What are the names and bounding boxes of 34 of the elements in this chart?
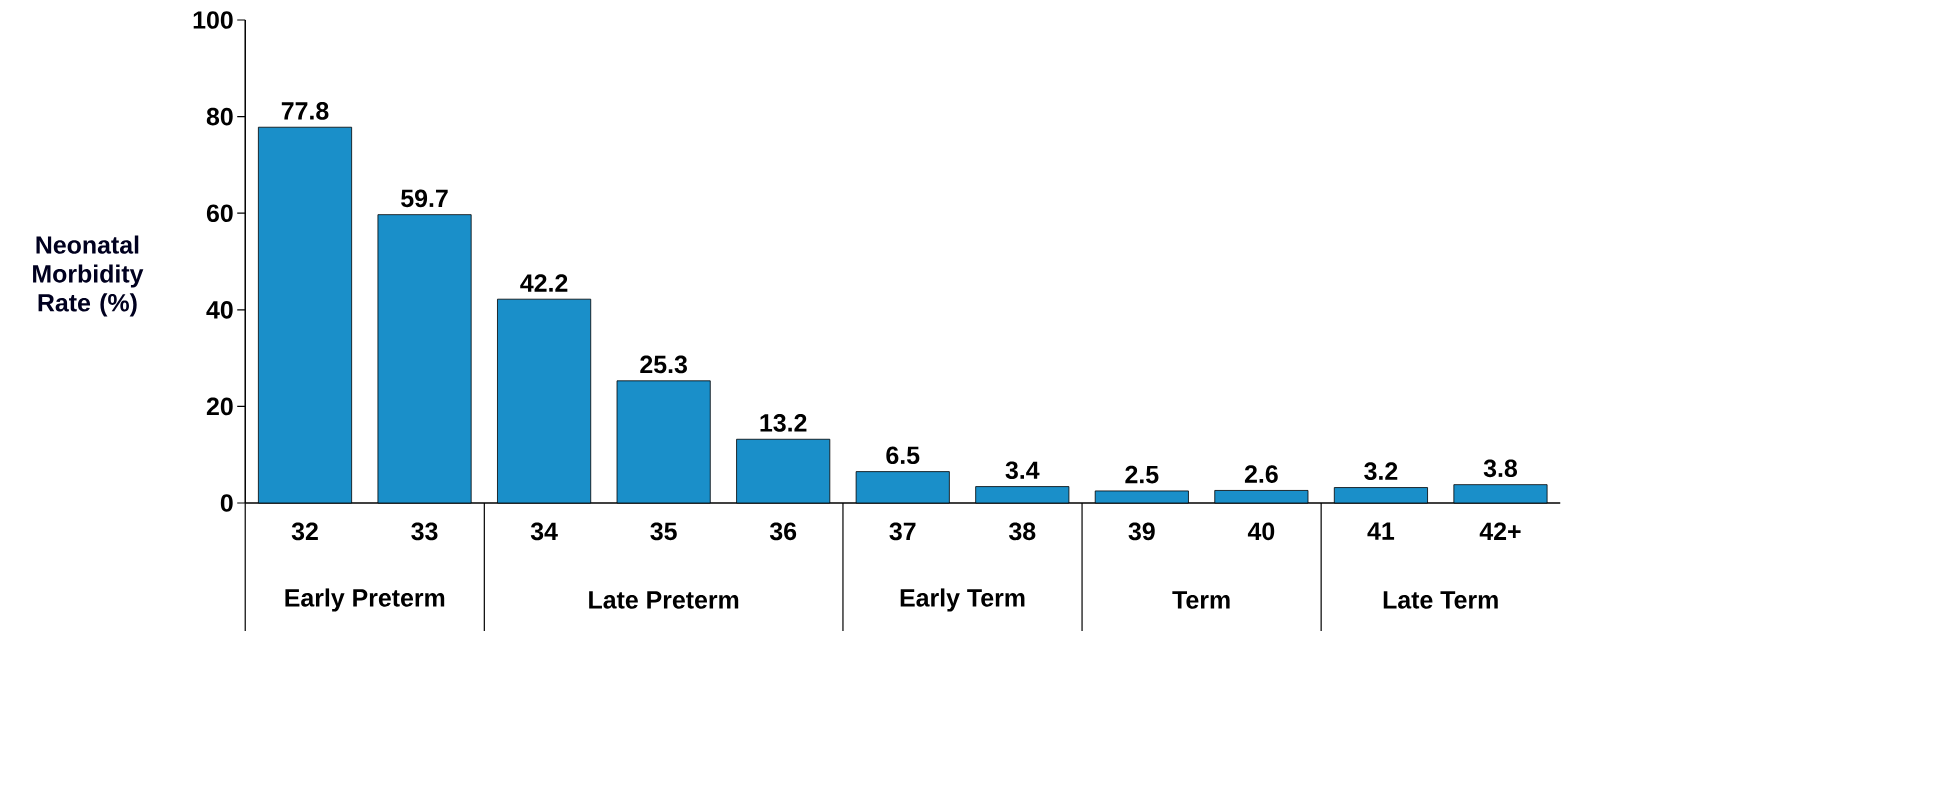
y-tick-label: 60 <box>206 204 233 223</box>
data-label: 3.8 <box>1483 459 1518 478</box>
text: Early Term <box>900 588 1025 612</box>
x-tick-label: 37 <box>889 522 916 541</box>
x-tick-label: 32 <box>291 522 318 541</box>
data-label: 2.5 <box>1125 465 1159 484</box>
data-label: 3.4 <box>1005 461 1040 480</box>
y-tick-label: 20 <box>206 397 233 416</box>
data-label: 25.3 <box>640 355 687 374</box>
x-tick-label: 33 <box>411 522 438 541</box>
x-tick-label: 41 <box>1367 522 1395 540</box>
data-label: 59.7 <box>401 189 448 208</box>
text: Early Preterm <box>285 588 445 612</box>
x-tick-label: 42+ <box>1479 522 1521 540</box>
y-tick-label: 0 <box>220 494 233 512</box>
x-tick-label: 39 <box>1128 522 1155 541</box>
x-tick-label: 40 <box>1247 522 1275 541</box>
y-tick-label: 40 <box>206 300 233 319</box>
data-label: 3.2 <box>1364 462 1398 481</box>
x-tick-label: 38 <box>1009 522 1036 541</box>
y-tick-label: 100 <box>193 11 233 29</box>
x-tick-label: 35 <box>650 522 677 541</box>
y-tick-label: 80 <box>206 107 233 126</box>
data-label: 13.2 <box>760 414 807 432</box>
data-label: 6.5 <box>886 446 920 465</box>
text: Term <box>1172 591 1230 609</box>
data-label: 2.6 <box>1244 465 1278 483</box>
x-tick-label: 36 <box>769 522 797 541</box>
data-label: 42.2 <box>520 274 568 292</box>
x-tick-label: 34 <box>530 522 558 541</box>
data-label: 77.8 <box>281 102 329 120</box>
y-axis-title: Neonatal Morbidity Rate (%) <box>33 235 144 317</box>
text: Late Preterm <box>589 591 739 609</box>
text: Late Term <box>1383 591 1498 609</box>
